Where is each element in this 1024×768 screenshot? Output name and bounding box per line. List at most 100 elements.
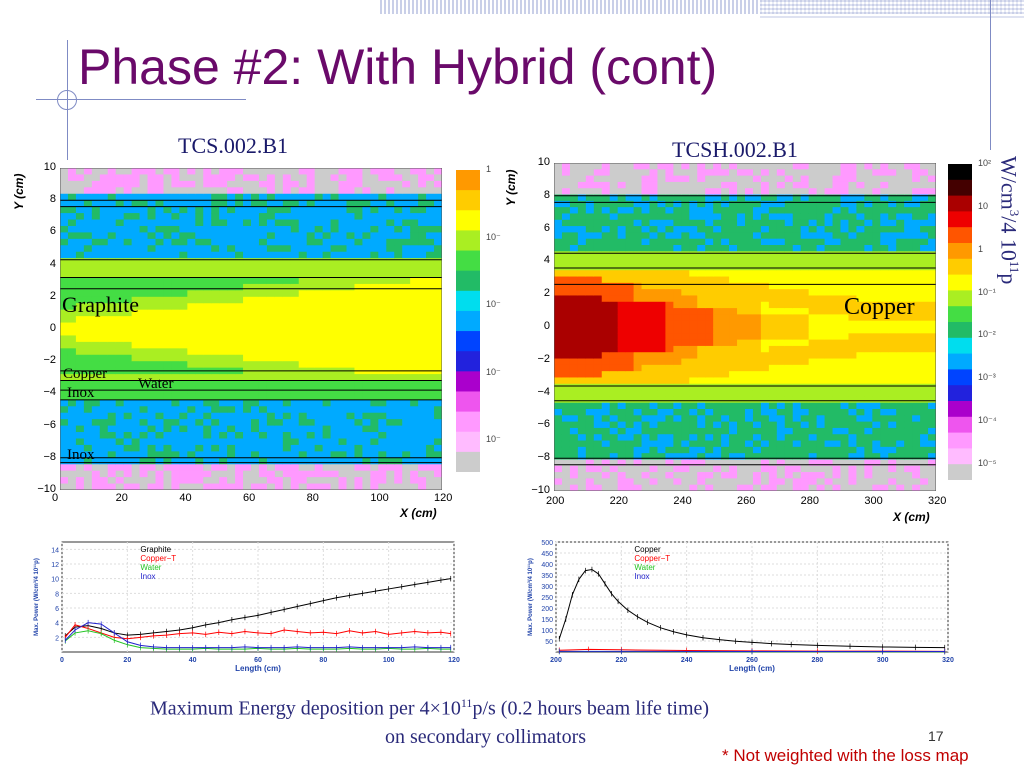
label-graphite: Graphite [62, 292, 139, 317]
x-tick-label: 80 [306, 492, 319, 504]
legend-entry: Water [140, 563, 161, 572]
y-tick-label: 50 [545, 639, 553, 646]
scale-swatch [456, 270, 480, 292]
scale-tick-label: 10 [978, 200, 989, 211]
scale-tick-label: 10⁻³ [978, 372, 996, 383]
y-tick-label: 4 [49, 257, 56, 270]
scale-swatch [456, 170, 480, 191]
y-tick-label: 400 [541, 562, 553, 569]
x-tick-label: 20 [123, 657, 131, 664]
y-tick-label: 10 [43, 161, 56, 173]
left-color-scale [456, 170, 480, 473]
y-tick-label: 10 [537, 156, 550, 168]
y-tick-label: −4 [43, 386, 56, 399]
x-tick-label: 320 [942, 657, 954, 664]
right-vertical-rule [990, 0, 991, 150]
x-axis-label: Length (cm) [235, 664, 281, 673]
x-tick-label: 300 [864, 495, 883, 507]
y-tick-label: 450 [541, 551, 553, 558]
y-tick-label: 6 [55, 606, 59, 613]
scale-swatch [948, 227, 972, 244]
x-tick-label: 120 [448, 657, 460, 664]
y-tick-label: 100 [541, 628, 553, 635]
scale-swatch [456, 230, 480, 252]
x-tick-label: 220 [615, 657, 627, 664]
x-tick-label: 120 [434, 492, 453, 504]
x-tick-label: 80 [319, 657, 327, 664]
right-line-chart: 500 450 400 350 300 250 200 150 100 50 200 220 240 26… [524, 536, 956, 674]
right-x-axis-label: X (cm) [893, 510, 930, 524]
x-tick-label: 200 [550, 657, 562, 664]
y-tick-label: 6 [543, 221, 550, 234]
x-tick-label: 200 [546, 495, 565, 507]
label-inox-1: Inox [67, 385, 95, 401]
y-tick-label: 350 [541, 573, 553, 580]
x-tick-label: 280 [811, 657, 823, 664]
right-color-scale-svg [948, 164, 972, 481]
right-map-title: TCSH.002.B1 [672, 137, 798, 162]
x-tick-label: 320 [928, 495, 947, 507]
y-tick-label: 6 [49, 225, 56, 238]
scale-swatch [948, 385, 972, 402]
right-scale-unit: W/cm3/4 1011p [996, 156, 1022, 284]
y-tick-label: 14 [51, 547, 59, 554]
scale-swatch [456, 310, 480, 332]
x-tick-label: 240 [681, 657, 693, 664]
left-y-axis-label: Y (cm) [12, 173, 26, 210]
x-tick-label: 100 [383, 657, 395, 664]
scale-tick-label: 10⁻ [486, 231, 501, 242]
label-copper-left: Copper [63, 366, 108, 382]
scale-swatch [948, 432, 972, 449]
y-tick-label: −10 [531, 484, 550, 496]
x-tick-label: 60 [243, 492, 256, 504]
y-tick-label: −2 [537, 352, 550, 365]
scale-swatch [948, 179, 972, 197]
left-heatmap-svg [59, 167, 443, 491]
scale-swatch [456, 451, 480, 473]
y-tick-label: −6 [537, 418, 550, 431]
y-tick-label: 12 [51, 562, 59, 569]
x-tick-label: 0 [60, 657, 64, 664]
y-tick-label: 8 [49, 193, 56, 206]
right-x-ticks: 200 220 240 260 280 300 320 [546, 495, 946, 509]
legend-entry: Inox [140, 572, 155, 581]
scale-swatch [456, 391, 480, 413]
y-tick-label: 250 [541, 595, 553, 602]
scale-swatch [948, 448, 972, 465]
x-tick-label: 260 [737, 495, 756, 507]
left-y-ticks: 10 8 6 4 2 0 −2 −4 −6 −8 −10 [30, 161, 58, 495]
right-color-scale-ticks: 10² 10 1 10⁻¹ 10⁻² 10⁻³ 10⁻⁴ 10⁻⁵ [976, 158, 997, 484]
x-tick-label: 300 [877, 657, 889, 664]
y-axis-label: Max. Power (W/cm³/4 10¹¹p) [527, 558, 534, 636]
y-tick-label: −8 [43, 450, 56, 463]
x-tick-label: 240 [673, 495, 692, 507]
left-color-scale-svg [456, 170, 480, 473]
left-line-chart: 14 12 10 8 6 4 2 0 20 40 60 80 100 120 Length (cm) Max.… [30, 536, 462, 674]
y-tick-label: 200 [541, 606, 553, 613]
left-x-ticks: 0 20 40 60 80 100 120 [52, 492, 452, 506]
x-tick-label: 40 [179, 492, 192, 504]
x-tick-label: 220 [609, 495, 629, 507]
y-tick-label: −4 [537, 385, 550, 398]
scale-swatch [948, 337, 972, 355]
y-tick-label: 2 [49, 289, 56, 302]
legend-entry: Water [634, 563, 655, 572]
scale-tick-label: 10⁻⁵ [978, 458, 997, 468]
label-water: Water [138, 376, 174, 392]
left-heatmap [59, 167, 443, 491]
y-tick-label: 10 [51, 577, 59, 584]
scale-tick-label: 1 [486, 164, 492, 174]
legend-entry: Copper [634, 545, 661, 554]
legend-entry: Inox [634, 572, 649, 581]
unit-part-3: /4 10 [996, 216, 1022, 261]
scale-swatch [948, 322, 972, 339]
label-inox-2: Inox [67, 447, 95, 463]
right-heatmap [553, 162, 937, 492]
scale-swatch [948, 258, 972, 276]
scale-swatch [948, 464, 972, 481]
scale-swatch [456, 351, 480, 372]
right-y-axis-label: Y (cm) [504, 169, 518, 206]
left-color-scale-ticks: 1 10⁻ 10⁻ 10⁻ 10⁻ [484, 164, 508, 480]
